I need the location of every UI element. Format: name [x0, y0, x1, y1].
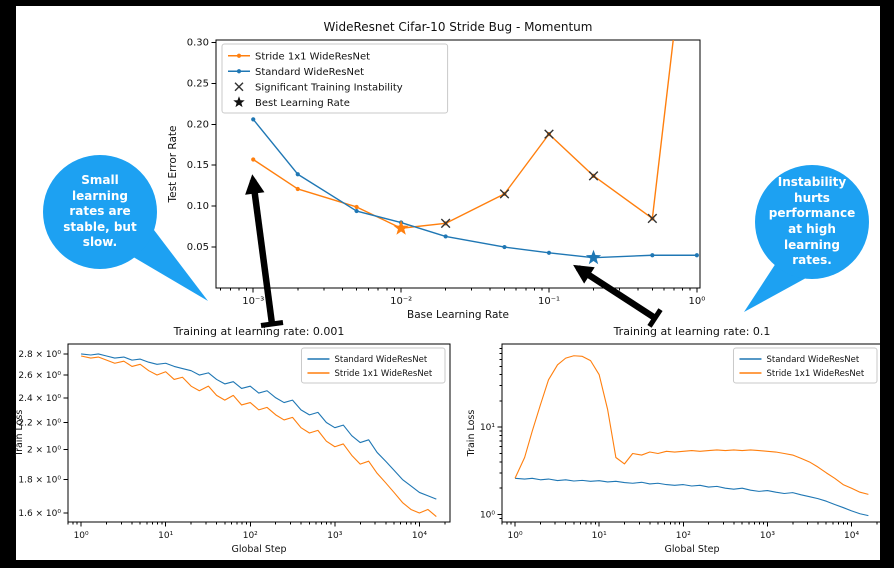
series-line — [80, 355, 437, 517]
x-tick-label: 10³ — [760, 531, 775, 541]
y-tick-label: 0.05 — [187, 242, 209, 253]
y-axis-label: Test Error Rate — [167, 125, 179, 203]
series-point — [354, 208, 359, 214]
legend-label: Standard WideResNet — [334, 355, 427, 365]
x-tick-label: 10¹ — [158, 531, 173, 541]
x-axis-label: Global Step — [232, 544, 287, 555]
series-group — [251, 40, 699, 260]
y-tick-label: 2.2 × 10⁰ — [18, 418, 61, 428]
y-tick-label: 2.8 × 10⁰ — [18, 350, 61, 360]
series-point — [694, 253, 699, 258]
legend-label: Best Learning Rate — [255, 98, 350, 109]
y-tick-label: 2.6 × 10⁰ — [18, 371, 61, 381]
legend: Standard WideResNet Stride 1x1 WideResNet — [300, 347, 446, 384]
plot-spines — [67, 343, 451, 523]
x-tick-label: 10³ — [327, 531, 342, 541]
y-tick-label: 10⁰ — [480, 510, 495, 520]
y-tick-label: 2 × 10⁰ — [27, 446, 61, 456]
instability-markers — [440, 129, 658, 229]
series-point — [295, 172, 300, 177]
x-tick-label: 10² — [243, 531, 258, 541]
right-speech-bubble: Instability hurts performance at high le… — [755, 165, 869, 279]
right-speech-bubble-text: Instability hurts performance at high le… — [768, 175, 856, 268]
legend-label: Stride 1x1 WideResNet — [334, 369, 432, 379]
y-tick-label: 0.10 — [187, 201, 209, 212]
legend: Standard WideResNet Stride 1x1 WideResNet — [732, 347, 878, 384]
series-point — [546, 250, 552, 255]
bottom-left-chart-training-lr-0-001: 10⁰ 10¹ 10² 10³ 10⁴ 1.6 × 10⁰ 1.8 × 10⁰ 2 × 10⁰… — [14, 326, 451, 555]
chart-title: Training at learning rate: 0.001 — [173, 326, 345, 338]
chart-title: WideResnet Cifar-10 Stride Bug - Momentu… — [324, 20, 593, 34]
legend-label: Standard WideResNet — [766, 355, 859, 365]
x-axis-label: Base Learning Rate — [407, 309, 509, 321]
series-group — [514, 355, 869, 517]
left-speech-bubble-text: Small learning rates are stable, but slo… — [63, 173, 137, 250]
best-lr-star — [393, 220, 409, 235]
y-axis-label: Train Loss — [466, 410, 477, 458]
x-tick-label: 10¹ — [592, 531, 607, 541]
top-chart-test-error-vs-learning-rate: 10⁻³ 10⁻² 10⁻¹ 10⁰ 0.05 0.10 0.15 0.20 0.25 0.30 W… — [167, 20, 705, 321]
x-tick-label: 10⁻² — [390, 296, 412, 307]
chart-title: Training at learning rate: 0.1 — [613, 326, 771, 338]
series-group — [80, 353, 437, 517]
legend: Stride 1x1 WideResNet Standard WideResNet… — [221, 43, 449, 114]
y-tick-label: 0.30 — [187, 37, 209, 48]
bottom-right-chart-training-lr-0-1: 10⁰ 10¹ 10² 10³ 10⁴ 10⁰ 10¹ Training at learnin… — [466, 326, 883, 555]
y-tick-label: 1.6 × 10⁰ — [18, 509, 61, 519]
x-tick-label: 10⁻¹ — [538, 296, 560, 307]
y-tick-label: 0.20 — [187, 119, 209, 130]
series-line — [514, 477, 869, 517]
legend-label: Standard WideResNet — [255, 67, 364, 78]
series-point — [443, 234, 448, 239]
y-tick-label: 0.15 — [187, 160, 209, 171]
series-point — [295, 186, 300, 192]
series-line — [252, 40, 674, 229]
legend-label: Significant Training Instability — [255, 82, 403, 93]
x-tick-label: 10⁴ — [844, 531, 859, 541]
y-axis-label: Train Loss — [14, 410, 25, 458]
x-tick-label: 10² — [676, 531, 691, 541]
series-line — [252, 118, 697, 259]
series-line — [81, 353, 437, 500]
series-point — [251, 117, 256, 122]
x-tick-label: 10⁴ — [412, 531, 427, 541]
series-point — [502, 244, 507, 250]
left-speech-bubble: Small learning rates are stable, but slo… — [43, 155, 157, 269]
plot-spines — [215, 39, 701, 289]
x-tick-label: 10⁻³ — [242, 296, 264, 307]
series-line — [514, 355, 869, 495]
x-axis-label: Global Step — [665, 544, 720, 555]
best-lr-star — [585, 249, 602, 265]
x-tick-label: 10⁰ — [74, 531, 89, 541]
y-tick-label: 1.8 × 10⁰ — [18, 476, 61, 486]
series-point — [650, 253, 655, 258]
legend-label: Stride 1x1 WideResNet — [255, 51, 370, 62]
ticks — [497, 347, 878, 527]
ticks — [63, 353, 446, 527]
x-tick-label: 10⁰ — [508, 531, 523, 541]
y-tick-label: 10¹ — [480, 423, 495, 433]
series-point — [354, 204, 359, 210]
y-tick-label: 2.4 × 10⁰ — [18, 394, 61, 404]
x-tick-label: 10⁰ — [688, 296, 705, 307]
plot-spines — [501, 343, 883, 523]
legend-label: Stride 1x1 WideResNet — [766, 369, 864, 379]
series-point — [251, 157, 256, 162]
y-tick-label: 0.25 — [187, 78, 209, 89]
